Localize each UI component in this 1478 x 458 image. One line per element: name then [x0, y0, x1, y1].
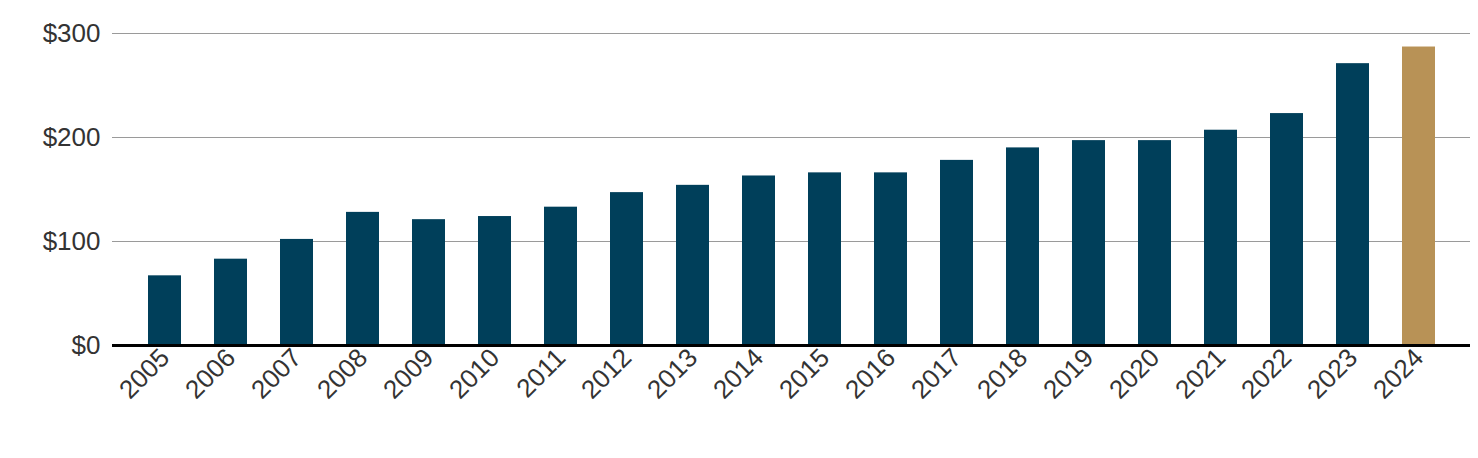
svg-text:2023: 2023 [1301, 342, 1363, 404]
svg-text:2013: 2013 [641, 342, 703, 404]
svg-text:2016: 2016 [839, 342, 901, 404]
svg-text:2012: 2012 [575, 342, 637, 404]
svg-text:2009: 2009 [377, 342, 439, 404]
svg-text:2018: 2018 [971, 342, 1033, 404]
svg-text:2014: 2014 [707, 342, 769, 404]
svg-text:2011: 2011 [510, 342, 571, 403]
svg-text:$200: $200 [43, 122, 101, 152]
svg-text:2020: 2020 [1103, 342, 1165, 404]
svg-text:2019: 2019 [1037, 342, 1099, 404]
svg-text:2015: 2015 [773, 342, 835, 404]
svg-text:2008: 2008 [311, 342, 373, 404]
svg-text:2010: 2010 [443, 342, 505, 404]
svg-text:$100: $100 [43, 226, 101, 256]
svg-text:2021: 2021 [1169, 342, 1231, 404]
svg-text:2005: 2005 [113, 342, 175, 404]
svg-text:$300: $300 [43, 18, 101, 48]
svg-text:2024: 2024 [1367, 342, 1429, 404]
svg-text:2006: 2006 [179, 342, 241, 404]
svg-text:2017: 2017 [905, 342, 967, 404]
svg-text:2007: 2007 [245, 342, 307, 404]
svg-text:$0: $0 [72, 330, 101, 360]
svg-text:2022: 2022 [1235, 342, 1297, 404]
